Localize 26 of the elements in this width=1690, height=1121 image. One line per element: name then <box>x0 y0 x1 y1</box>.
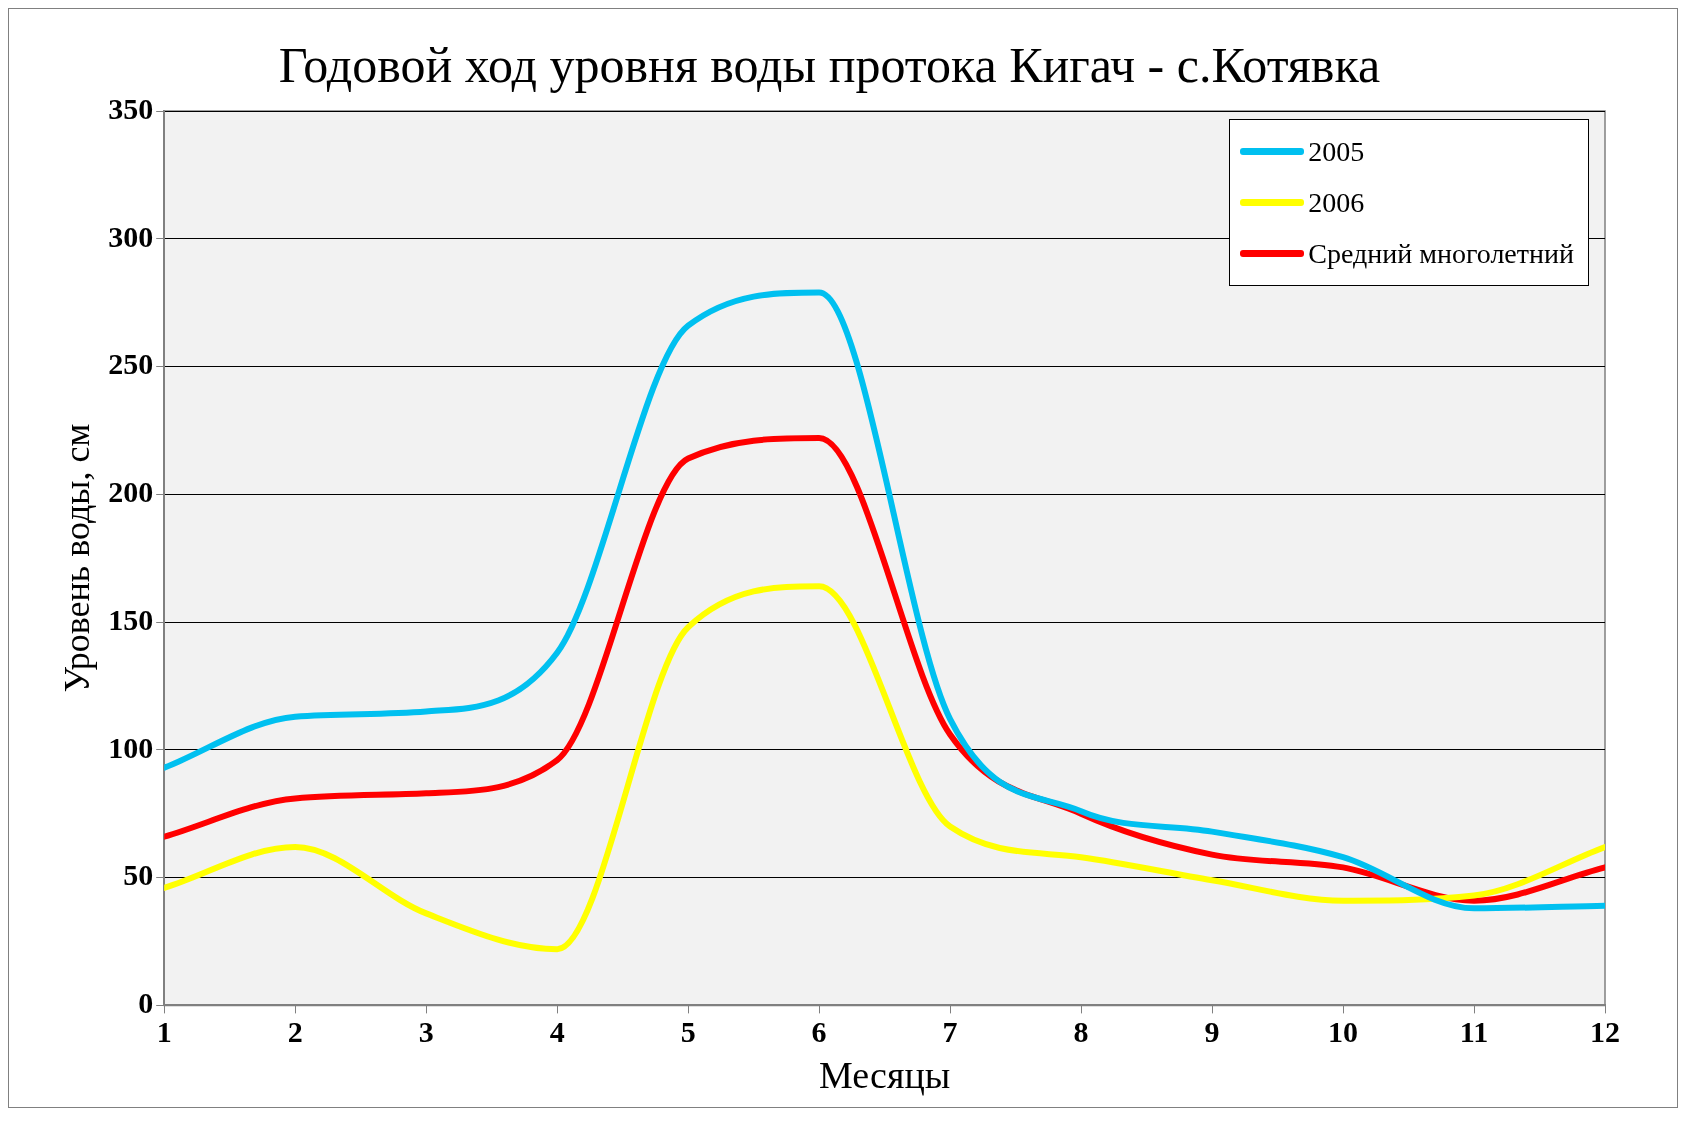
legend-label: 2005 <box>1308 135 1365 168</box>
x-tick-label: 1 <box>156 1015 172 1049</box>
x-tick-label: 2 <box>287 1015 303 1049</box>
legend-label: 2006 <box>1308 186 1365 219</box>
x-tick-label: 3 <box>418 1015 434 1049</box>
y-tick-label: 50 <box>123 858 154 892</box>
x-tick-label: 11 <box>1459 1015 1489 1049</box>
y-tick-label: 100 <box>108 730 154 764</box>
x-tick-label: 6 <box>811 1015 827 1049</box>
y-axis-title: Уровень воды, см <box>57 423 98 693</box>
x-tick-label: 8 <box>1073 1015 1089 1049</box>
x-axis-title: Месяцы <box>818 1054 951 1097</box>
y-tick-label: 200 <box>108 475 154 509</box>
y-tick-label: 0 <box>138 986 154 1020</box>
x-tick-label: 5 <box>680 1015 696 1049</box>
chart-title: Годовой ход уровня воды протока Кигач - с.Котявка <box>278 37 1381 94</box>
y-tick-label: 350 <box>108 91 154 125</box>
x-tick-label: 4 <box>549 1015 565 1049</box>
x-tick-label: 10 <box>1328 1015 1359 1049</box>
legend-label: Средний многолетний <box>1308 237 1574 270</box>
y-tick-label: 250 <box>108 347 154 381</box>
y-tick-label: 150 <box>108 602 154 636</box>
x-tick-label: 9 <box>1204 1015 1220 1049</box>
y-tick-label: 300 <box>108 219 154 253</box>
x-tick-label: 7 <box>942 1015 958 1049</box>
x-tick-label: 12 <box>1590 1015 1620 1049</box>
